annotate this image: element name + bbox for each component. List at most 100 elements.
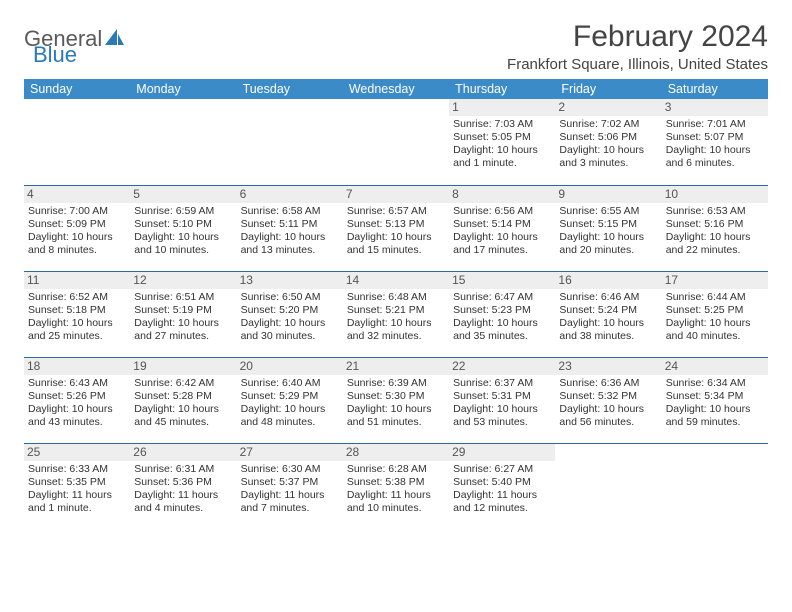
day-cell: 27Sunrise: 6:30 AMSunset: 5:37 PMDayligh…: [237, 443, 343, 529]
daylight-text: Daylight: 10 hours and 15 minutes.: [347, 231, 445, 257]
sunrise-text: Sunrise: 6:57 AM: [347, 205, 445, 218]
sunset-text: Sunset: 5:20 PM: [241, 304, 339, 317]
sunrise-text: Sunrise: 6:40 AM: [241, 377, 339, 390]
sunrise-text: Sunrise: 6:52 AM: [28, 291, 126, 304]
location: Frankfort Square, Illinois, United State…: [507, 56, 768, 73]
day-cell: 23Sunrise: 6:36 AMSunset: 5:32 PMDayligh…: [555, 357, 661, 443]
dow-friday: Friday: [555, 79, 661, 99]
sunset-text: Sunset: 5:21 PM: [347, 304, 445, 317]
day-number: 4: [24, 186, 130, 203]
daylight-text: Daylight: 10 hours and 40 minutes.: [666, 317, 764, 343]
sunrise-text: Sunrise: 6:33 AM: [28, 463, 126, 476]
daylight-text: Daylight: 10 hours and 43 minutes.: [28, 403, 126, 429]
dow-sunday: Sunday: [24, 79, 130, 99]
sunset-text: Sunset: 5:24 PM: [559, 304, 657, 317]
sunset-text: Sunset: 5:38 PM: [347, 476, 445, 489]
day-number: 13: [237, 272, 343, 289]
day-number: 15: [449, 272, 555, 289]
sunrise-text: Sunrise: 6:50 AM: [241, 291, 339, 304]
daylight-text: Daylight: 10 hours and 30 minutes.: [241, 317, 339, 343]
daylight-text: Daylight: 11 hours and 1 minute.: [28, 489, 126, 515]
sunrise-text: Sunrise: 6:43 AM: [28, 377, 126, 390]
day-cell: [662, 443, 768, 529]
day-cell: 1Sunrise: 7:03 AMSunset: 5:05 PMDaylight…: [449, 99, 555, 185]
daylight-text: Daylight: 10 hours and 1 minute.: [453, 144, 551, 170]
day-cell: 9Sunrise: 6:55 AMSunset: 5:15 PMDaylight…: [555, 185, 661, 271]
day-cell: 26Sunrise: 6:31 AMSunset: 5:36 PMDayligh…: [130, 443, 236, 529]
week-row: 11Sunrise: 6:52 AMSunset: 5:18 PMDayligh…: [24, 271, 768, 357]
day-cell: 12Sunrise: 6:51 AMSunset: 5:19 PMDayligh…: [130, 271, 236, 357]
sunrise-text: Sunrise: 6:34 AM: [666, 377, 764, 390]
week-row: 1Sunrise: 7:03 AMSunset: 5:05 PMDaylight…: [24, 99, 768, 185]
sunrise-text: Sunrise: 6:31 AM: [134, 463, 232, 476]
sunset-text: Sunset: 5:19 PM: [134, 304, 232, 317]
day-number: 29: [449, 444, 555, 461]
sunset-text: Sunset: 5:30 PM: [347, 390, 445, 403]
sunset-text: Sunset: 5:14 PM: [453, 218, 551, 231]
sunrise-text: Sunrise: 6:51 AM: [134, 291, 232, 304]
day-cell: 2Sunrise: 7:02 AMSunset: 5:06 PMDaylight…: [555, 99, 661, 185]
day-cell: 21Sunrise: 6:39 AMSunset: 5:30 PMDayligh…: [343, 357, 449, 443]
sunset-text: Sunset: 5:40 PM: [453, 476, 551, 489]
day-number: 24: [662, 358, 768, 375]
sunset-text: Sunset: 5:34 PM: [666, 390, 764, 403]
sunset-text: Sunset: 5:13 PM: [347, 218, 445, 231]
sunrise-text: Sunrise: 6:56 AM: [453, 205, 551, 218]
daylight-text: Daylight: 10 hours and 38 minutes.: [559, 317, 657, 343]
sunrise-text: Sunrise: 6:30 AM: [241, 463, 339, 476]
day-cell: [555, 443, 661, 529]
sunrise-text: Sunrise: 6:44 AM: [666, 291, 764, 304]
day-cell: 11Sunrise: 6:52 AMSunset: 5:18 PMDayligh…: [24, 271, 130, 357]
day-cell: 3Sunrise: 7:01 AMSunset: 5:07 PMDaylight…: [662, 99, 768, 185]
sunrise-text: Sunrise: 6:39 AM: [347, 377, 445, 390]
day-number: 5: [130, 186, 236, 203]
week-row: 4Sunrise: 7:00 AMSunset: 5:09 PMDaylight…: [24, 185, 768, 271]
day-cell: 15Sunrise: 6:47 AMSunset: 5:23 PMDayligh…: [449, 271, 555, 357]
dow-monday: Monday: [130, 79, 236, 99]
sunrise-text: Sunrise: 6:36 AM: [559, 377, 657, 390]
day-cell: 29Sunrise: 6:27 AMSunset: 5:40 PMDayligh…: [449, 443, 555, 529]
sunset-text: Sunset: 5:26 PM: [28, 390, 126, 403]
day-number: 11: [24, 272, 130, 289]
sunset-text: Sunset: 5:11 PM: [241, 218, 339, 231]
sunset-text: Sunset: 5:28 PM: [134, 390, 232, 403]
dow-wednesday: Wednesday: [343, 79, 449, 99]
day-cell: 28Sunrise: 6:28 AMSunset: 5:38 PMDayligh…: [343, 443, 449, 529]
day-number: 19: [130, 358, 236, 375]
day-number: 9: [555, 186, 661, 203]
sunrise-text: Sunrise: 7:00 AM: [28, 205, 126, 218]
daylight-text: Daylight: 11 hours and 7 minutes.: [241, 489, 339, 515]
day-cell: 8Sunrise: 6:56 AMSunset: 5:14 PMDaylight…: [449, 185, 555, 271]
daylight-text: Daylight: 10 hours and 20 minutes.: [559, 231, 657, 257]
daylight-text: Daylight: 11 hours and 12 minutes.: [453, 489, 551, 515]
day-number: 6: [237, 186, 343, 203]
day-number: 14: [343, 272, 449, 289]
day-number: 12: [130, 272, 236, 289]
day-cell: 6Sunrise: 6:58 AMSunset: 5:11 PMDaylight…: [237, 185, 343, 271]
day-number: 10: [662, 186, 768, 203]
daylight-text: Daylight: 10 hours and 35 minutes.: [453, 317, 551, 343]
day-cell: 10Sunrise: 6:53 AMSunset: 5:16 PMDayligh…: [662, 185, 768, 271]
sunset-text: Sunset: 5:37 PM: [241, 476, 339, 489]
header: General Blue February 2024 Frankfort Squ…: [24, 20, 768, 73]
sunset-text: Sunset: 5:06 PM: [559, 131, 657, 144]
daylight-text: Daylight: 10 hours and 56 minutes.: [559, 403, 657, 429]
week-row: 25Sunrise: 6:33 AMSunset: 5:35 PMDayligh…: [24, 443, 768, 529]
day-cell: 14Sunrise: 6:48 AMSunset: 5:21 PMDayligh…: [343, 271, 449, 357]
day-cell: 20Sunrise: 6:40 AMSunset: 5:29 PMDayligh…: [237, 357, 343, 443]
day-cell: 19Sunrise: 6:42 AMSunset: 5:28 PMDayligh…: [130, 357, 236, 443]
day-number: 20: [237, 358, 343, 375]
day-cell: 24Sunrise: 6:34 AMSunset: 5:34 PMDayligh…: [662, 357, 768, 443]
daylight-text: Daylight: 10 hours and 6 minutes.: [666, 144, 764, 170]
day-cell: 16Sunrise: 6:46 AMSunset: 5:24 PMDayligh…: [555, 271, 661, 357]
sunrise-text: Sunrise: 6:37 AM: [453, 377, 551, 390]
dow-row: Sunday Monday Tuesday Wednesday Thursday…: [24, 79, 768, 99]
sunrise-text: Sunrise: 6:58 AM: [241, 205, 339, 218]
dow-thursday: Thursday: [449, 79, 555, 99]
sunrise-text: Sunrise: 7:01 AM: [666, 118, 764, 131]
day-number: 26: [130, 444, 236, 461]
daylight-text: Daylight: 10 hours and 32 minutes.: [347, 317, 445, 343]
day-number: 18: [24, 358, 130, 375]
day-number: 17: [662, 272, 768, 289]
dow-saturday: Saturday: [662, 79, 768, 99]
